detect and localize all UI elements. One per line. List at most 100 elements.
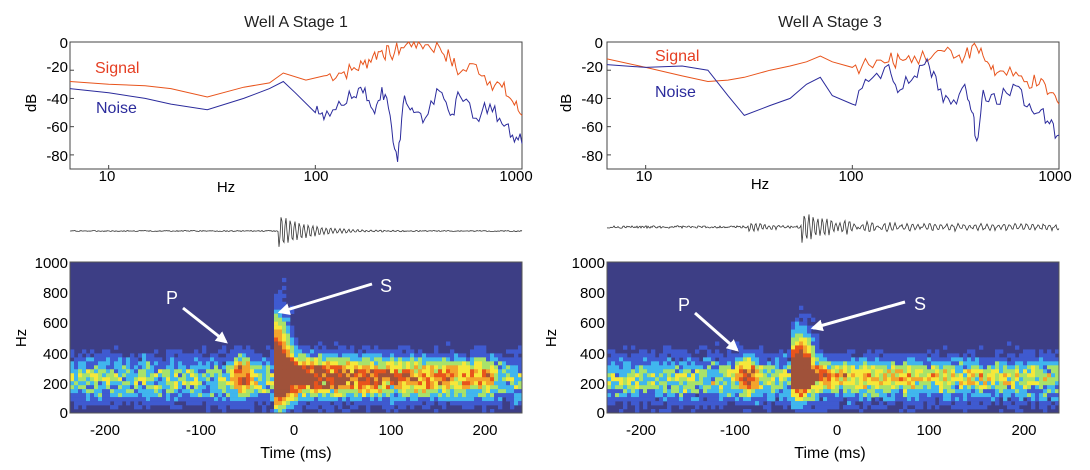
spectrogram-cell [214,397,219,402]
spectrogram-cell [835,381,840,386]
spectrogram-cell [398,381,403,386]
spectrogram-cell [222,409,227,414]
spectrogram-cell [943,401,948,406]
spectrogram-cell [1023,389,1028,394]
y-tick-label: 200 [43,376,68,393]
spectrogram-cell [286,325,291,330]
spectrogram-cell [210,397,215,402]
spectrogram-cell [254,381,259,386]
spectrogram-cell [999,385,1004,390]
spectrogram-cell [915,361,920,366]
spectrogram-cell [955,361,960,366]
spectrogram-cell [703,389,708,394]
spectrogram-cell [731,353,736,358]
spectrogram-cell [74,401,79,406]
spectrogram-cell [803,385,808,390]
spectrogram-cell [1047,361,1052,366]
spectrogram-cell [743,349,748,354]
spectrogram-cell [398,389,403,394]
spectrogram-cell [915,377,920,382]
spectrogram-cell [454,365,459,370]
spectrogram-cell [803,373,808,378]
spectrogram-cell [322,365,327,370]
spectrogram-cell [334,389,339,394]
spectrogram-cell [651,369,656,374]
spectrogram-cell [502,385,507,390]
spectrogram-cell [635,397,640,402]
spectrogram-cell [278,393,283,398]
y-tick-label: 0 [60,405,68,422]
spectrogram-cell [727,377,732,382]
spectrogram-cell [843,385,848,390]
spectrogram-cell [394,365,399,370]
spectrogram-cell [110,361,115,366]
spectrogram-cell [202,381,207,386]
y-tick-label: 600 [580,315,605,332]
spectrogram-cell [126,365,131,370]
spectrogram-cell [747,349,752,354]
spectrogram-cell [458,397,463,402]
spectrogram-cell [619,397,624,402]
spectrogram-cell [166,381,171,386]
spectrogram-cell [723,389,728,394]
spectrogram-cell [807,353,812,358]
spectrogram-cell [655,393,660,398]
spectrogram-cell [1027,381,1032,386]
spectrogram-cell [931,401,936,406]
spectrogram-cell [198,377,203,382]
spectrogram-cell [983,389,988,394]
spectrogram-cell [1047,381,1052,386]
spectrogram-cell [927,357,932,362]
spectrogram-cell [242,393,247,398]
spectrogram-cell [466,385,471,390]
spectrogram-cell [659,385,664,390]
spectrogram-cell [667,405,672,410]
y-tick-label: -20 [46,59,68,76]
spectrogram-cell [835,397,840,402]
spectrogram-cell [318,381,323,386]
spectrogram-cell [1015,373,1020,378]
spectrogram-cell [939,369,944,374]
spectrogram-cell [967,385,972,390]
spectrogram-cell [811,393,816,398]
spectrogram-cell [823,361,828,366]
y-tick-label: -40 [581,91,603,108]
spectrogram-cell [498,365,503,370]
spectrogram-cell [803,341,808,346]
spectrogram-cell [202,349,207,354]
spectrogram-cell [270,357,275,362]
spectrogram-cell [314,353,319,358]
spectrogram-cell [611,385,616,390]
spectrogram-cell [470,401,475,406]
spectrogram-cell [374,369,379,374]
spectrogram-cell [214,389,219,394]
spectrogram-cell [258,397,263,402]
spectrogram-cell [414,369,419,374]
spectrogram-cell [1047,401,1052,406]
spectrogram-cell [270,361,275,366]
spectrogram-cell [470,373,475,378]
spectrogram-cell [791,369,796,374]
spectrogram-cell [478,361,483,366]
spectrogram-cell [254,389,259,394]
spectrogram-cell [967,397,972,402]
spectrogram-cell [414,373,419,378]
spectrogram-cell [446,353,451,358]
spectrogram-cell [763,385,768,390]
spectrogram-cell [130,365,135,370]
spectrogram-cell [879,393,884,398]
spectrogram-cell [338,377,343,382]
spectrogram-cell [502,373,507,378]
spectrogram-cell [727,389,732,394]
spectrogram-cell [470,369,475,374]
spectrogram-cell [130,357,135,362]
spectrogram-cell [486,369,491,374]
spectrogram-cell [815,381,820,386]
spectrogram-cell [106,357,111,362]
spectrogram-cell [506,357,511,362]
y-tick-label: 0 [597,405,605,422]
spectrogram-cell [795,345,800,350]
spectrogram-cell [154,377,159,382]
spectrogram-cell [498,373,503,378]
spectrogram-cell [827,361,832,366]
